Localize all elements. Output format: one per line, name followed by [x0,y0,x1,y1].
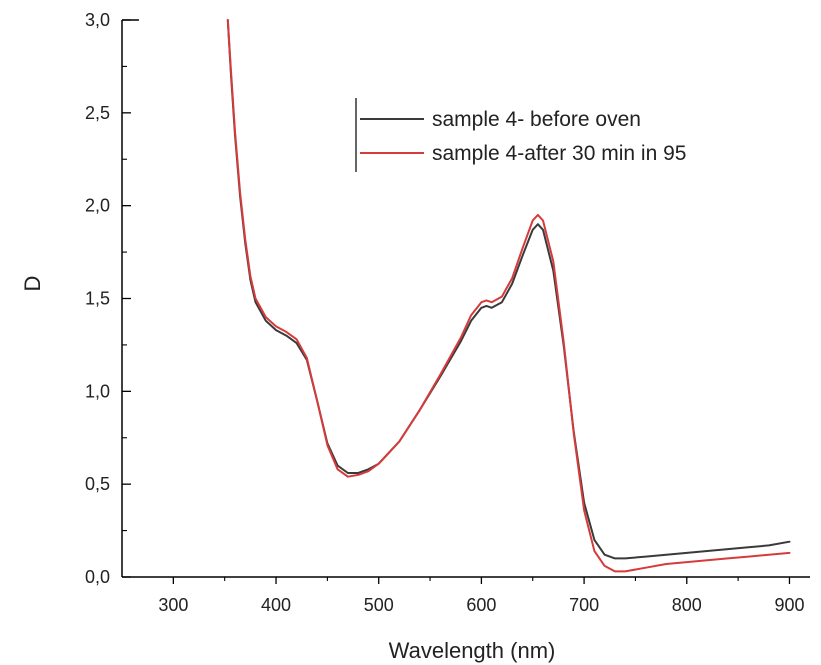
x-tick-label: 600 [466,595,496,615]
x-tick-label: 400 [261,595,291,615]
series-line-2 [226,19,791,573]
y-tick-label: 2,0 [85,196,110,216]
x-tick-label: 500 [364,595,394,615]
x-tick-label: 900 [774,595,804,615]
x-tick-label: 800 [672,595,702,615]
x-axis-title: Wavelength (nm) [389,638,556,663]
y-tick-label: 0,5 [85,474,110,494]
y-tick-label: 1,0 [85,381,110,401]
legend: sample 4- before oven sample 4-after 30 m… [355,98,686,172]
x-tick-label: 300 [158,595,188,615]
legend-label-1: sample 4- before oven [432,108,641,131]
x-axis: 300 400 500 600 700 800 900 [158,577,804,615]
plot-frame [121,19,810,578]
legend-label-2: sample 4-after 30 min in 95 [432,142,686,165]
y-tick-label: 2,5 [85,103,110,123]
series-layer [226,19,791,573]
y-tick-label: 3,0 [85,10,110,30]
series-line-1 [226,19,791,560]
y-tick-label: 1,5 [85,289,110,309]
y-tick-label: 0,0 [85,567,110,587]
y-axis-title: D [20,276,45,292]
y-axis: 0,0 0,5 1,0 1,5 2,0 2,5 3,0 [85,10,131,587]
x-tick-label: 700 [569,595,599,615]
